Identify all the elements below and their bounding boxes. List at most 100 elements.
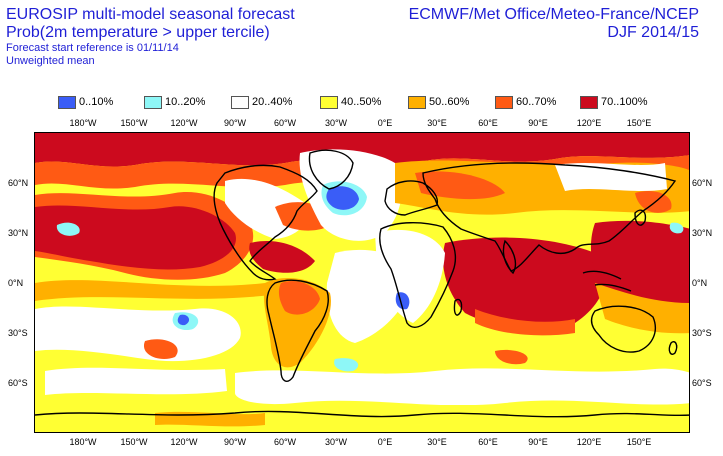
legend-swatch <box>58 95 76 109</box>
legend-item: 10..20% <box>144 94 205 110</box>
y-tick-right: 30°N <box>692 228 713 238</box>
x-tick-bottom: 30°W <box>324 437 348 447</box>
x-tick-bottom: 0°E <box>377 437 393 447</box>
legend-label: 40..50% <box>341 96 382 108</box>
legend-item: 40..50% <box>320 94 381 110</box>
forecast-reference: Forecast start reference is 01/11/14 <box>6 42 179 54</box>
x-tick-top: 90°W <box>223 118 247 128</box>
y-tick-right: 60°S <box>692 378 712 388</box>
region-60-70 <box>278 280 320 315</box>
x-tick-top: 150°W <box>120 118 148 128</box>
source-block: ECMWF/Met Office/Meteo-France/NCEP DJF 2… <box>409 6 699 42</box>
region-20-40 <box>375 229 445 323</box>
coastline-antarctica <box>35 410 689 418</box>
legend-item: 0..10% <box>58 94 113 110</box>
y-tick-left: 60°S <box>8 378 28 388</box>
coastline-australia <box>590 305 657 353</box>
legend-label: 10..20% <box>165 96 206 108</box>
region-0-10 <box>177 314 190 326</box>
x-tick-top: 150°E <box>626 118 652 128</box>
coastline-north-america <box>213 164 318 281</box>
season-label: DJF 2014/15 <box>607 24 699 41</box>
region-60-70 <box>143 339 178 360</box>
region-20-40 <box>555 163 667 191</box>
coastline-maritime-continent <box>582 270 632 292</box>
region-70-100 <box>35 205 236 270</box>
region-70-100 <box>590 220 689 305</box>
y-tick-left: 30°S <box>8 328 28 338</box>
x-tick-bottom: 90°W <box>223 437 247 447</box>
legend: 0..10% 10..20% 20..40% 40..50% 50..60% 6… <box>58 94 678 110</box>
legend-swatch <box>320 95 338 109</box>
coastline-madagascar <box>453 298 463 316</box>
x-tick-bottom: 120°E <box>576 437 602 447</box>
y-tick-right: 0°N <box>692 278 708 288</box>
x-tick-top: 60°E <box>478 118 498 128</box>
legend-item: 70..100% <box>580 94 647 110</box>
coastlines <box>35 149 689 418</box>
legend-label: 20..40% <box>252 96 293 108</box>
region-70-100 <box>35 133 689 167</box>
title-block: EUROSIP multi-model seasonal forecast Pr… <box>6 6 295 68</box>
x-tick-top: 120°E <box>576 118 602 128</box>
x-tick-top: 120°W <box>170 118 198 128</box>
coastline-asia <box>422 162 677 272</box>
x-tick-top: 30°E <box>427 118 447 128</box>
region-60-70 <box>495 349 528 365</box>
region-60-70 <box>475 309 575 336</box>
x-tick-bottom: 180°W <box>69 437 97 447</box>
mean-type: Unweighted mean <box>6 55 95 67</box>
legend-label: 0..10% <box>79 96 114 108</box>
region-10-20 <box>669 222 684 234</box>
map-variable: Prob(2m temperature > upper tercile) <box>6 24 270 41</box>
x-tick-bottom: 150°W <box>120 437 148 447</box>
region-0-10 <box>326 186 359 210</box>
x-tick-bottom: 60°E <box>478 437 498 447</box>
x-tick-top: 30°W <box>324 118 348 128</box>
region-50-60 <box>595 283 689 334</box>
y-tick-right: 60°N <box>692 178 713 188</box>
map-title: EUROSIP multi-model seasonal forecast <box>6 6 295 23</box>
y-tick-left: 60°N <box>8 178 29 188</box>
coastline-south-america <box>266 279 329 382</box>
legend-swatch <box>580 95 598 109</box>
legend-swatch <box>144 95 162 109</box>
legend-label: 70..100% <box>601 96 648 108</box>
coastline-india <box>502 239 517 275</box>
region-10-20 <box>334 358 359 372</box>
region-40-50 <box>35 405 689 432</box>
legend-item: 60..70% <box>495 94 556 110</box>
x-tick-top: 0°E <box>377 118 393 128</box>
legend-label: 60..70% <box>516 96 557 108</box>
x-tick-bottom: 30°E <box>427 437 447 447</box>
x-tick-bottom: 120°W <box>170 437 198 447</box>
region-10-20 <box>56 222 80 236</box>
coastline-greenland <box>308 149 354 190</box>
coastline-africa <box>379 222 457 328</box>
region-50-60 <box>35 280 271 301</box>
legend-swatch <box>231 95 249 109</box>
region-70-100 <box>443 237 606 329</box>
x-tick-top: 90°E <box>528 118 548 128</box>
y-tick-left: 30°N <box>8 228 29 238</box>
coastline-japan <box>634 209 647 226</box>
region-60-70 <box>415 171 505 200</box>
legend-label: 50..60% <box>429 96 470 108</box>
probability-map <box>34 132 690 433</box>
legend-swatch <box>495 95 513 109</box>
legend-item: 20..40% <box>231 94 292 110</box>
x-tick-top: 60°W <box>273 118 297 128</box>
region-70-100 <box>249 241 315 273</box>
region-20-40 <box>45 367 227 395</box>
legend-item: 50..60% <box>408 94 469 110</box>
legend-swatch <box>408 95 426 109</box>
y-tick-right: 30°S <box>692 328 712 338</box>
region-20-40 <box>235 368 689 406</box>
coastline-new-zealand <box>668 341 678 355</box>
source-label: ECMWF/Met Office/Meteo-France/NCEP <box>408 6 699 23</box>
x-tick-bottom: 90°E <box>528 437 548 447</box>
map-canvas <box>35 133 689 432</box>
y-tick-left: 0°N <box>8 278 24 288</box>
x-tick-bottom: 60°W <box>273 437 297 447</box>
x-tick-bottom: 150°E <box>626 437 652 447</box>
